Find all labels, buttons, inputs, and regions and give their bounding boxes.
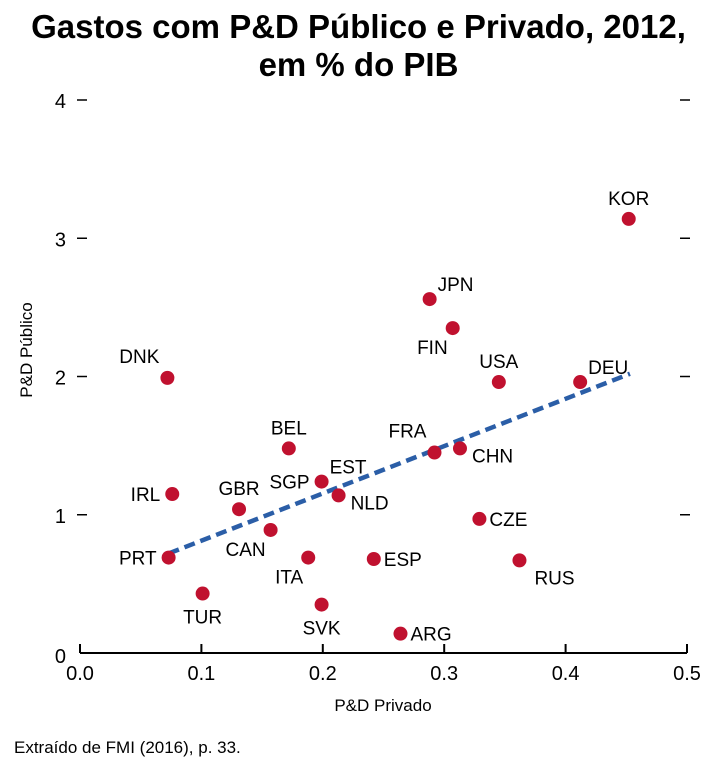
point-chn	[452, 441, 467, 456]
point-label-fin: FIN	[417, 338, 448, 359]
point-sgp	[314, 474, 329, 489]
point-label-cze: CZE	[489, 510, 527, 531]
y-tick-label: 1	[55, 506, 66, 528]
point-label-fra: FRA	[388, 422, 426, 443]
axes: 0.0 0.1 0.2 0.3 0.4 0.5 0 1 2 3 4	[55, 91, 701, 685]
x-tick-label: 0.0	[66, 663, 94, 685]
chart-title-line1: Gastos com P&D Público e Privado, 2012,	[31, 8, 686, 45]
point-bel	[281, 441, 296, 456]
point-can	[263, 522, 278, 537]
y-tick-label: 4	[55, 91, 66, 113]
point-label-arg: ARG	[410, 625, 451, 646]
point-gbr	[232, 502, 247, 517]
point-label-est: EST	[330, 458, 367, 479]
point-label-nld: NLD	[351, 493, 389, 514]
point-rus	[512, 553, 527, 568]
point-kor	[621, 211, 636, 226]
point-label-rus: RUS	[534, 568, 574, 589]
point-ita	[301, 550, 316, 565]
x-axis-label: P&D Privado	[334, 696, 431, 715]
point-tur	[195, 586, 210, 601]
point-prt	[161, 550, 176, 565]
point-label-sgp: SGP	[269, 473, 309, 494]
point-fin	[445, 321, 460, 336]
point-esp	[366, 551, 381, 566]
point-label-irl: IRL	[131, 485, 161, 506]
point-label-bel: BEL	[271, 418, 307, 439]
point-svk	[314, 597, 329, 612]
point-label-deu: DEU	[588, 358, 628, 379]
point-usa	[491, 375, 506, 390]
point-label-svk: SVK	[303, 619, 341, 640]
point-deu	[573, 375, 588, 390]
point-label-usa: USA	[479, 352, 518, 373]
trend-line-group	[167, 371, 631, 556]
point-label-kor: KOR	[608, 189, 649, 210]
point-dnk	[160, 370, 175, 385]
point-label-gbr: GBR	[218, 479, 259, 500]
point-arg	[393, 626, 408, 641]
source-note: Extraído de FMI (2016), p. 33.	[14, 738, 241, 757]
point-jpn	[422, 292, 437, 307]
x-tick-label: 0.4	[552, 663, 580, 685]
points-group: KOR JPN FIN USA DEU DNK BEL FRA CHN IRL SGP EST NLD G…	[119, 189, 649, 646]
y-tick-label: 0	[55, 646, 66, 668]
chart-title-line2: em % do PIB	[258, 46, 459, 83]
point-label-ita: ITA	[275, 568, 303, 589]
y-tick-label: 2	[55, 368, 66, 390]
x-tick-label: 0.3	[430, 663, 458, 685]
point-label-can: CAN	[225, 540, 265, 561]
point-label-prt: PRT	[119, 549, 157, 570]
chart-title: Gastos com P&D Público e Privado, 2012, …	[0, 8, 717, 84]
point-label-jpn: JPN	[438, 275, 474, 296]
x-tick-label: 0.2	[309, 663, 337, 685]
point-cze	[472, 511, 487, 526]
x-tick-label: 0.1	[187, 663, 215, 685]
point-fra	[427, 445, 442, 460]
x-tick-label: 0.5	[673, 663, 701, 685]
trend-line	[167, 371, 631, 556]
point-label-tur: TUR	[183, 608, 222, 629]
point-label-chn: CHN	[472, 446, 513, 467]
point-label-dnk: DNK	[119, 347, 159, 368]
y-tick-label: 3	[55, 229, 66, 251]
point-label-esp: ESP	[384, 550, 422, 571]
point-nld	[331, 488, 346, 503]
point-irl	[165, 487, 180, 502]
y-axis-label: P&D Público	[17, 302, 36, 397]
